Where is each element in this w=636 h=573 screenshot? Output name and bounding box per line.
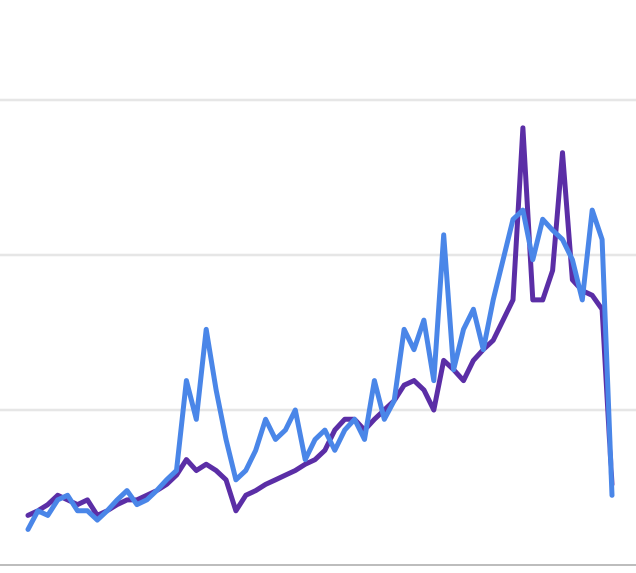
series-line	[25, 207, 615, 532]
series-line	[25, 125, 615, 518]
